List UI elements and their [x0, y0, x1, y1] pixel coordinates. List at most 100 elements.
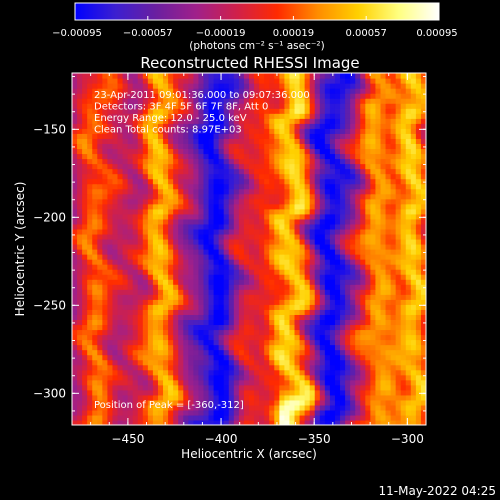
heatmap-cell [142, 344, 149, 351]
heatmap-cell [279, 389, 285, 396]
heatmap-cell [127, 404, 134, 411]
heatmap-cell [107, 419, 114, 425]
heatmap-cell [269, 218, 275, 225]
heatmap-cell [289, 83, 296, 89]
heatmap-cell [400, 414, 407, 421]
heatmap-cell [289, 93, 296, 99]
heatmap-cell [117, 118, 124, 124]
heatmap-cell [77, 88, 83, 94]
heatmap-cell [355, 274, 361, 280]
heatmap-cell [188, 394, 194, 401]
heatmap-cell [132, 354, 139, 361]
heatmap-cell [284, 128, 291, 134]
heatmap-cell [299, 339, 306, 346]
heatmap-cell [264, 394, 270, 401]
heatmap-cell [228, 359, 235, 366]
heatmap-cell [405, 364, 412, 371]
heatmap-cell [355, 324, 361, 331]
heatmap-cell [329, 249, 336, 255]
heatmap-cell [122, 379, 129, 386]
heatmap-cell [198, 289, 205, 295]
heatmap-cell [390, 98, 397, 104]
heatmap-cell [299, 208, 306, 215]
heatmap-cell [228, 344, 235, 351]
heatmap-cell [107, 404, 114, 411]
heatmap-cell [72, 294, 78, 300]
heatmap-cell [259, 98, 265, 104]
heatmap-cell [127, 178, 134, 185]
heatmap-cell [243, 183, 250, 190]
heatmap-cell [370, 213, 377, 220]
heatmap-cell [304, 359, 311, 366]
heatmap-cell [198, 409, 205, 416]
heatmap-cell [380, 193, 387, 200]
heatmap-cell [304, 198, 311, 205]
heatmap-cell [264, 404, 270, 411]
heatmap-cell [147, 73, 154, 79]
heatmap-cell [420, 314, 426, 320]
heatmap-cell [299, 188, 306, 195]
heatmap-cell [157, 78, 164, 84]
heatmap-cell [122, 123, 129, 129]
heatmap-cell [360, 103, 366, 109]
heatmap-cell [294, 173, 301, 180]
heatmap-cell [107, 158, 114, 165]
heatmap-cell [173, 289, 179, 295]
heatmap-cell [375, 314, 382, 320]
heatmap-cell [193, 254, 200, 260]
heatmap-cell [178, 269, 184, 275]
heatmap-cell [375, 329, 382, 336]
heatmap-cell [238, 364, 245, 371]
heatmap-cell [319, 138, 326, 144]
heatmap-cell [329, 334, 336, 341]
heatmap-cell [198, 334, 205, 341]
heatmap-cell [385, 314, 392, 320]
heatmap-cell [122, 369, 129, 376]
heatmap-cell [117, 103, 124, 109]
heatmap-cell [193, 153, 200, 160]
heatmap-cell [304, 218, 311, 225]
heatmap-cell [183, 213, 189, 220]
heatmap-cell [299, 369, 306, 376]
heatmap-cell [228, 249, 235, 255]
heatmap-cell [228, 309, 235, 315]
heatmap-cell [203, 324, 210, 331]
heatmap-cell [168, 414, 174, 421]
heatmap-cell [269, 148, 275, 155]
heatmap-cell [370, 188, 377, 195]
heatmap-cell [329, 284, 336, 290]
heatmap-cell [72, 168, 78, 175]
heatmap-cell [284, 198, 291, 205]
heatmap-cell [132, 73, 139, 79]
heatmap-cell [324, 354, 331, 361]
heatmap-cell [142, 319, 149, 326]
heatmap-cell [122, 138, 129, 144]
heatmap-cell [309, 314, 316, 320]
heatmap-cell [92, 314, 98, 320]
heatmap-cell [238, 314, 245, 320]
heatmap-cell [82, 238, 88, 245]
heatmap-cell [345, 299, 351, 305]
heatmap-cell [228, 289, 235, 295]
heatmap-cell [198, 264, 205, 270]
heatmap-cell [360, 238, 366, 245]
heatmap-cell [72, 369, 78, 376]
heatmap-cell [173, 334, 179, 341]
heatmap-cell [218, 359, 225, 366]
heatmap-cell [82, 113, 88, 119]
heatmap-cell [92, 158, 98, 165]
heatmap-cell [395, 304, 402, 310]
heatmap-cell [405, 269, 412, 275]
heatmap-cell [355, 304, 361, 310]
heatmap-cell [173, 198, 179, 205]
heatmap-cell [395, 379, 402, 386]
heatmap-cell [87, 304, 93, 310]
heatmap-cell [117, 334, 124, 341]
heatmap-cell [385, 389, 392, 396]
heatmap-cell [324, 208, 331, 215]
heatmap-cell [375, 118, 382, 124]
heatmap-cell [405, 289, 412, 295]
heatmap-cell [324, 98, 331, 104]
heatmap-cell [350, 103, 356, 109]
heatmap-cell [355, 93, 361, 99]
